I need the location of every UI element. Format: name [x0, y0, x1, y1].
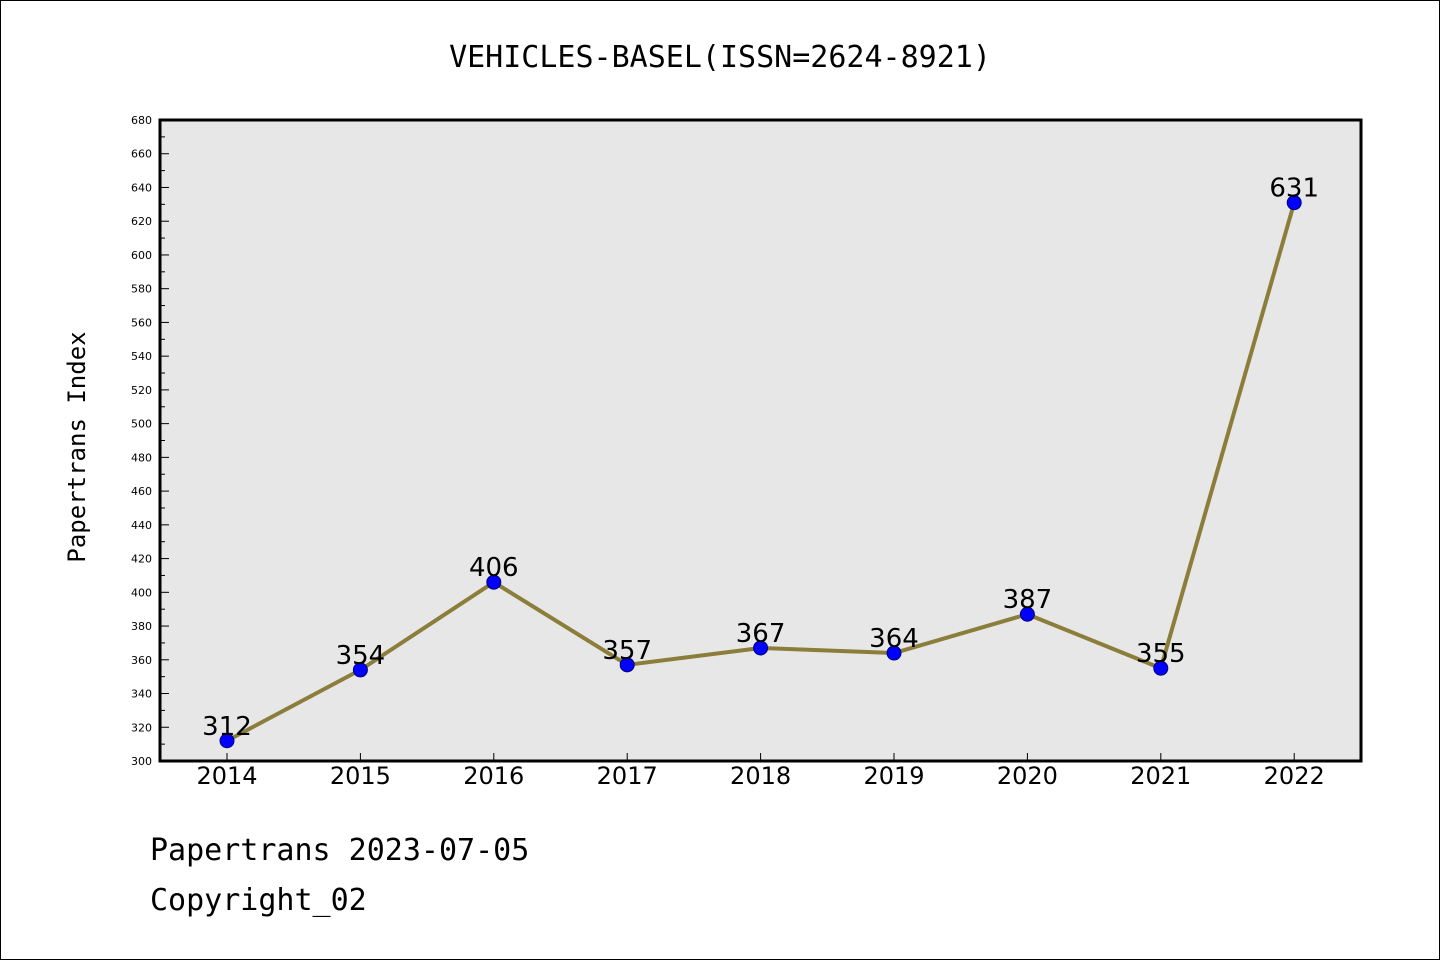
y-tick-label: 560 — [131, 316, 152, 329]
y-axis-label: Papertrans Index — [63, 331, 91, 562]
x-tick-label: 2019 — [863, 762, 924, 790]
data-point-marker — [1286, 195, 1302, 211]
y-tick-label: 520 — [131, 384, 152, 397]
data-point-marker — [886, 645, 902, 661]
data-label: 355 — [1136, 639, 1186, 669]
series-line-group — [219, 195, 1302, 749]
data-label: 364 — [869, 624, 919, 654]
y-tick-label: 500 — [131, 418, 152, 431]
y-tick-label: 540 — [131, 350, 152, 363]
data-label: 312 — [202, 712, 252, 742]
footer-date: Papertrans 2023-07-05 — [150, 833, 530, 868]
data-point-marker — [486, 574, 502, 590]
x-tick-label: 2022 — [1264, 762, 1325, 790]
y-tick-label: 680 — [131, 114, 152, 127]
x-tick-label: 2015 — [330, 762, 391, 790]
data-point-marker — [1153, 660, 1169, 676]
data-label: 357 — [602, 636, 652, 666]
y-tick-label: 400 — [131, 586, 152, 599]
y-tick-label: 640 — [131, 181, 152, 194]
data-point-marker — [352, 662, 368, 678]
x-tick-label: 2014 — [196, 762, 257, 790]
data-label: 367 — [736, 619, 786, 649]
x-tick-label: 2020 — [997, 762, 1058, 790]
data-point-marker — [1019, 606, 1035, 622]
y-tick-label: 620 — [131, 215, 152, 228]
y-tick-label: 440 — [131, 519, 152, 532]
chart-title: VEHICLES-BASEL(ISSN=2624-8921) — [449, 40, 991, 75]
y-tick-label: 480 — [131, 451, 152, 464]
data-label: 354 — [336, 641, 386, 671]
x-axis: 2014 2015 2016 2017 2018 2019 2020 2021 2022 — [196, 753, 1325, 790]
data-point-marker — [753, 640, 769, 656]
y-tick-label: 580 — [131, 283, 152, 296]
data-label: 387 — [1003, 585, 1053, 615]
y-tick-label: 360 — [131, 654, 152, 667]
x-tick-label: 2017 — [597, 762, 658, 790]
x-tick-label: 2021 — [1130, 762, 1191, 790]
y-tick-label: 420 — [131, 553, 152, 566]
data-label: 406 — [469, 553, 519, 583]
x-tick-label: 2016 — [463, 762, 524, 790]
y-tick-label: 380 — [131, 620, 152, 633]
y-tick-label: 320 — [131, 721, 152, 734]
y-tick-label: 340 — [131, 688, 152, 701]
y-axis: 300 320 340 360 380 400 420 440 460 480 500 520 540 5… — [131, 114, 169, 768]
data-point-marker — [619, 657, 635, 673]
y-tick-label: 460 — [131, 485, 152, 498]
x-tick-label: 2018 — [730, 762, 791, 790]
y-tick-label: 300 — [131, 755, 152, 768]
data-label: 631 — [1269, 174, 1319, 204]
footer-copyright: Copyright_02 — [150, 883, 367, 918]
y-tick-label: 660 — [131, 148, 152, 161]
data-point-marker — [219, 733, 235, 749]
y-tick-label: 600 — [131, 249, 152, 262]
data-labels: 312 354 406 357 367 364 387 355 631 — [202, 174, 1319, 742]
